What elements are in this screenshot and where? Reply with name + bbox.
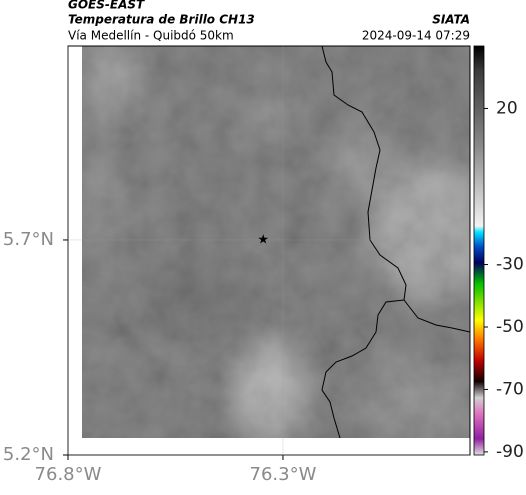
y-tick-label: 5.2°N	[3, 444, 54, 465]
colorbar	[473, 45, 485, 456]
location-marker: ★	[257, 232, 269, 247]
y-tick-label: 5.7°N	[3, 229, 54, 250]
source: SIATA	[432, 13, 470, 27]
satellite-image	[82, 46, 470, 438]
region: Vía Medellín - Quibdó 50km	[68, 29, 234, 43]
border	[321, 46, 470, 438]
subtitle: Temperatura de Brillo CH13	[68, 13, 255, 27]
title: GOES-EAST	[68, 0, 145, 12]
timestamp: 2024-09-14 07:29	[362, 29, 470, 43]
colorbar-tick-label: -70	[496, 379, 524, 399]
colorbar-tick-label: -30	[496, 255, 524, 275]
x-tick-label: 76.3°W	[250, 464, 317, 485]
colorbar-tick-label: 20	[496, 98, 518, 118]
colorbar-tick-label: -50	[496, 317, 524, 337]
colorbar-tick-label: -90	[496, 442, 524, 462]
x-tick-label: 76.8°W	[35, 464, 102, 485]
